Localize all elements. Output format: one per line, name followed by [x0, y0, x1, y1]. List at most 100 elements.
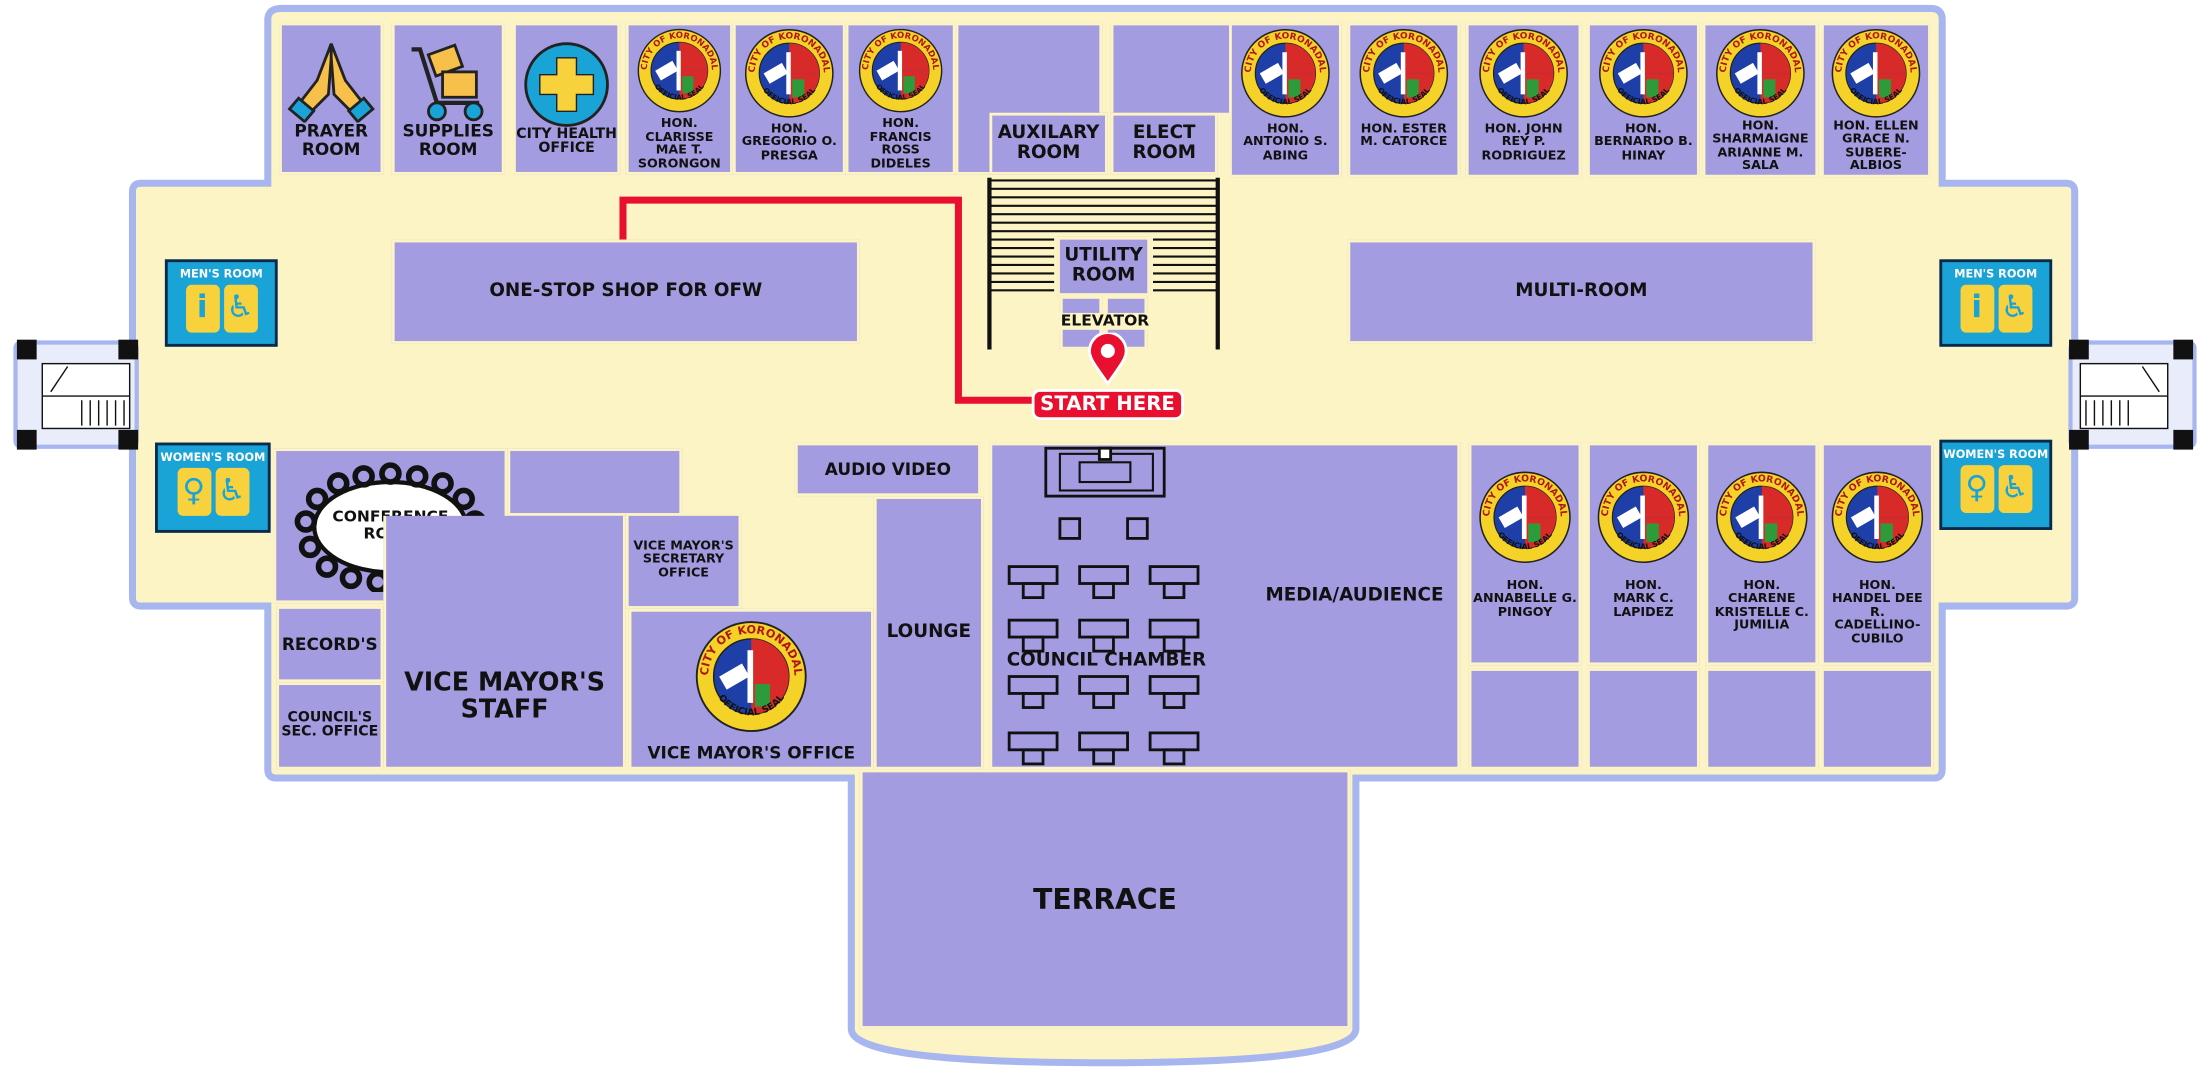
- elect-room[interactable]: ELECT ROOM: [1110, 112, 1218, 175]
- unlabeled-room: [1110, 22, 1238, 113]
- vice-mayor-secretary-office[interactable]: VICE MAYOR'S SECRETARY OFFICE: [625, 513, 742, 609]
- council-secretary-label: COUNCIL'S SEC. OFFICE: [281, 709, 379, 740]
- councilor-office[interactable]: CITY OF KORONADAL OFFICIAL SEAL HON. MARK…: [1587, 442, 1700, 666]
- councilor-name: HON. MARK C. LAPIDEZ: [1613, 579, 1674, 620]
- location-pin-icon: [1088, 332, 1128, 386]
- mens-room-label: MEN'S ROOM: [1954, 267, 2038, 281]
- womens-room-label: WOMEN'S ROOM: [160, 451, 266, 464]
- one-stop-shop-ofw[interactable]: ONE-STOP SHOP FOR OFW: [391, 239, 860, 344]
- councilor-office[interactable]: CITY OF KORONADAL OFFICIAL SEAL HON. SHAR…: [1702, 22, 1819, 178]
- councilor-name: HON. JOHN REY P. RODRIGUEZ: [1481, 122, 1566, 164]
- councilor-name: HON. BERNARDO B. HINAY: [1594, 122, 1693, 164]
- womens-room-label: WOMEN'S ROOM: [1943, 448, 2049, 461]
- start-here-marker: START HERE: [1031, 389, 1184, 421]
- utility-room[interactable]: UTILITY ROOM: [1057, 236, 1151, 296]
- womens-room[interactable]: WOMEN'S ROOM ♀ ♿: [155, 442, 271, 533]
- council-chamber-seating: [1007, 446, 1200, 766]
- elect-room-label: ELECT ROOM: [1132, 123, 1196, 164]
- vice-mayor-office-label: VICE MAYOR'S OFFICE: [647, 742, 856, 763]
- council-secretary-office[interactable]: COUNCIL'S SEC. OFFICE: [276, 682, 384, 770]
- unlabeled-room: [1820, 668, 1934, 770]
- unlabeled-room: [1468, 668, 1582, 770]
- auxilary-room[interactable]: AUXILARY ROOM: [989, 112, 1108, 175]
- councilor-office[interactable]: CITY OF KORONADAL OFFICIAL SEAL HON. HAND…: [1820, 442, 1934, 666]
- stairs-left: [13, 339, 139, 450]
- records-room[interactable]: RECORD'S: [276, 606, 384, 683]
- councilor-name: HON. HANDEL DEE R. CADELLINO-CUBILO: [1832, 579, 1923, 647]
- unlabeled-room: [1587, 668, 1700, 770]
- prayer-room[interactable]: PRAYER ROOM: [279, 22, 384, 175]
- councilor-office[interactable]: CITY OF KORONADAL OFFICIAL SEAL HON. FRAN…: [845, 22, 956, 175]
- councilor-office[interactable]: CITY OF KORONADAL OFFICIAL SEAL HON. ELLE…: [1820, 22, 1931, 178]
- medical-cross-icon: [524, 41, 609, 127]
- lounge-label: LOUNGE: [886, 621, 971, 643]
- person-wheelchair-icon: ♀ ♿: [1959, 465, 2032, 514]
- hand-truck-icon: [411, 43, 484, 122]
- councilor-office[interactable]: CITY OF KORONADAL OFFICIAL SEAL HON. BERN…: [1587, 22, 1700, 178]
- multi-room-label: MULTI-ROOM: [1515, 280, 1648, 302]
- utility-room-label: UTILITY ROOM: [1064, 245, 1143, 287]
- stairs-right: [2068, 339, 2197, 450]
- lounge[interactable]: LOUNGE: [873, 496, 984, 770]
- councilor-name: HON. CLARISSE MAE T. SORONGON: [637, 117, 721, 172]
- records-room-label: RECORD'S: [281, 633, 378, 654]
- unlabeled-room: [507, 448, 683, 516]
- councilor-office[interactable]: CITY OF KORONADAL OFFICIAL SEAL HON. GREG…: [732, 22, 846, 175]
- elevator-label: ELEVATOR: [1042, 313, 1168, 330]
- terrace[interactable]: TERRACE: [859, 769, 1351, 1029]
- terrace-label: TERRACE: [1033, 881, 1177, 916]
- womens-room[interactable]: WOMEN'S ROOM ♀ ♿: [1939, 439, 2053, 530]
- councilor-name: HON. ANNABELLE G. PINGOY: [1473, 579, 1577, 620]
- councilor-office[interactable]: CITY OF KORONADAL OFFICIAL SEAL HON. ANNA…: [1468, 442, 1582, 666]
- councilor-name: HON. CHARENE KRISTELLE C. JUMILIA: [1714, 579, 1809, 634]
- councilor-office[interactable]: CITY OF KORONADAL OFFICIAL SEAL HON. JOHN…: [1465, 22, 1582, 178]
- person-wheelchair-icon: i ♿: [185, 284, 258, 333]
- auxilary-room-label: AUXILARY ROOM: [997, 123, 1100, 164]
- vice-mayor-office[interactable]: CITY OF KORONADAL OFFICIAL SEAL VICE MAYO…: [628, 608, 874, 770]
- city-health-office-label: CITY HEALTH OFFICE: [516, 126, 617, 157]
- city-health-office[interactable]: CITY HEALTH OFFICE: [513, 22, 621, 175]
- unlabeled-room: [1705, 668, 1819, 770]
- councilor-name: HON. ESTER M. CATORCE: [1360, 122, 1448, 151]
- praying-hands-icon: [287, 43, 375, 124]
- councilor-name: HON. ANTONIO S. ABING: [1243, 122, 1328, 164]
- councilor-name: HON. ELLEN GRACE N. SUBERE-ALBIOS: [1833, 119, 1919, 174]
- councilor-name: HON. SHARMAIGNE ARIANNE M. SALA: [1712, 119, 1809, 174]
- multi-room[interactable]: MULTI-ROOM: [1347, 239, 1816, 344]
- media-audience-label: MEDIA/AUDIENCE: [1265, 584, 1444, 607]
- vice-mayor-staff-label: VICE MAYOR'S STAFF: [404, 668, 606, 725]
- supplies-room[interactable]: SUPPLIES ROOM: [391, 22, 505, 175]
- vice-mayor-secretary-label: VICE MAYOR'S SECRETARY OFFICE: [633, 539, 734, 581]
- audio-video-room[interactable]: AUDIO VIDEO: [794, 442, 981, 497]
- councilor-name: HON. FRANCIS ROSS DIDELES: [869, 117, 932, 172]
- councilor-office[interactable]: CITY OF KORONADAL OFFICIAL SEAL HON. ESTE…: [1347, 22, 1461, 178]
- mens-room-label: MEN'S ROOM: [179, 267, 263, 281]
- supplies-room-label: SUPPLIES ROOM: [402, 121, 494, 160]
- person-wheelchair-icon: i ♿: [1959, 284, 2032, 333]
- prayer-room-label: PRAYER ROOM: [294, 121, 369, 160]
- mens-room[interactable]: MEN'S ROOM i ♿: [164, 259, 278, 347]
- council-chamber-label: COUNCIL CHAMBER: [1006, 649, 1207, 671]
- councilor-office[interactable]: CITY OF KORONADAL OFFICIAL SEAL HON. ANTO…: [1229, 22, 1342, 178]
- councilor-office[interactable]: CITY OF KORONADAL OFFICIAL SEAL HON. CHAR…: [1705, 442, 1819, 666]
- councilor-office[interactable]: CITY OF KORONADAL OFFICIAL SEAL HON. CLAR…: [625, 22, 733, 175]
- mens-room[interactable]: MEN'S ROOM i ♿: [1939, 259, 2053, 347]
- person-wheelchair-icon: ♀ ♿: [176, 467, 249, 516]
- councilor-name: HON. GREGORIO O. PRESGA: [741, 122, 837, 164]
- vice-mayor-staff[interactable]: VICE MAYOR'S STAFF: [383, 515, 626, 770]
